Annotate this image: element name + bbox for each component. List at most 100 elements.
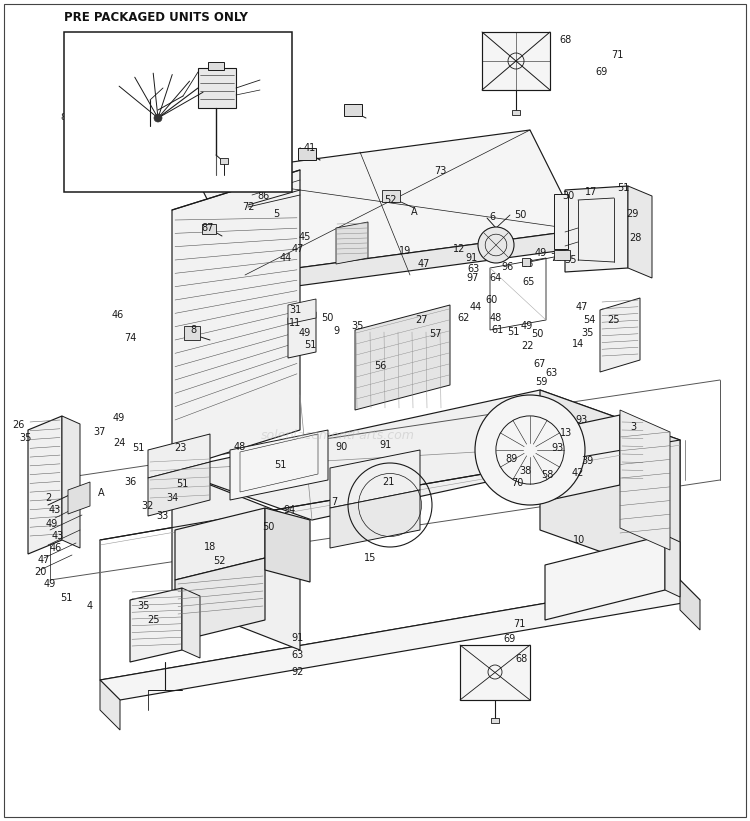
Text: 43: 43 [52, 531, 64, 541]
Text: 86: 86 [256, 191, 269, 201]
Text: 50: 50 [262, 522, 274, 532]
Text: 51: 51 [616, 183, 629, 193]
Bar [522, 258, 530, 266]
Polygon shape [175, 508, 265, 580]
Text: 22: 22 [522, 341, 534, 351]
Text: 57: 57 [429, 329, 441, 339]
Polygon shape [62, 416, 80, 548]
Text: 26: 26 [12, 420, 24, 430]
Polygon shape [182, 588, 200, 658]
Text: 49: 49 [535, 248, 547, 258]
Text: 55: 55 [564, 255, 576, 265]
Text: 28: 28 [628, 233, 641, 243]
Text: 94: 94 [284, 505, 296, 515]
Text: 60: 60 [484, 295, 497, 305]
Text: 43: 43 [49, 505, 62, 515]
Polygon shape [100, 680, 120, 730]
Text: 72: 72 [242, 202, 254, 212]
Polygon shape [175, 558, 265, 642]
Text: 14: 14 [572, 339, 584, 349]
Text: 69: 69 [503, 634, 515, 644]
Text: 5: 5 [273, 209, 279, 219]
Text: 9: 9 [333, 326, 339, 336]
Text: 42: 42 [572, 468, 584, 478]
Circle shape [478, 227, 514, 263]
Text: 15: 15 [364, 553, 376, 563]
Text: 58: 58 [541, 470, 554, 480]
Polygon shape [330, 450, 420, 508]
Polygon shape [172, 390, 680, 520]
Text: 82: 82 [251, 66, 263, 75]
Text: 63: 63 [468, 264, 480, 274]
Polygon shape [540, 390, 680, 580]
Text: 7: 7 [331, 497, 338, 507]
Text: 47: 47 [576, 302, 588, 312]
Text: 49: 49 [44, 579, 56, 589]
Polygon shape [148, 434, 210, 478]
Text: 80: 80 [134, 149, 146, 158]
Bar [382, 190, 400, 202]
Bar [554, 194, 568, 249]
Text: 96: 96 [501, 262, 513, 272]
Text: 51: 51 [176, 479, 188, 489]
Bar [512, 110, 520, 115]
Polygon shape [245, 230, 580, 293]
Text: 47: 47 [418, 259, 430, 269]
Text: 91: 91 [292, 633, 304, 643]
Polygon shape [482, 32, 550, 90]
Text: 2: 2 [45, 493, 51, 503]
Text: 93: 93 [550, 443, 563, 453]
Text: 35: 35 [582, 328, 594, 338]
Text: 97: 97 [466, 273, 479, 283]
Text: 18: 18 [204, 542, 216, 552]
Text: 72: 72 [247, 175, 259, 185]
Text: 46: 46 [112, 310, 125, 320]
Polygon shape [148, 462, 210, 516]
Polygon shape [330, 490, 420, 548]
Text: 69: 69 [595, 67, 608, 77]
Text: 91: 91 [466, 253, 478, 263]
Bar [491, 718, 499, 723]
Polygon shape [620, 415, 645, 495]
Text: 51: 51 [304, 340, 316, 350]
Text: 80: 80 [69, 82, 81, 91]
Text: 35: 35 [138, 601, 150, 611]
Text: 49: 49 [298, 328, 311, 338]
Polygon shape [336, 222, 368, 264]
Text: 49: 49 [112, 413, 125, 423]
Text: 59: 59 [535, 377, 548, 387]
Text: 27: 27 [415, 315, 428, 325]
Text: 44: 44 [470, 302, 482, 312]
Polygon shape [265, 508, 310, 582]
Polygon shape [600, 298, 640, 372]
Bar [344, 104, 362, 116]
Polygon shape [550, 415, 620, 500]
Polygon shape [565, 186, 628, 272]
Polygon shape [288, 299, 316, 324]
Polygon shape [680, 580, 700, 630]
Polygon shape [195, 130, 580, 275]
Text: 12: 12 [453, 244, 465, 254]
Text: 24: 24 [112, 438, 125, 448]
Polygon shape [172, 470, 300, 650]
Text: 33: 33 [156, 511, 168, 521]
Text: 63: 63 [546, 368, 558, 378]
Text: 29: 29 [626, 209, 638, 219]
Text: 76: 76 [216, 48, 228, 57]
Text: 19: 19 [399, 246, 411, 256]
Text: 78: 78 [164, 116, 176, 125]
Text: 51: 51 [507, 327, 519, 337]
Bar [198, 68, 236, 108]
Text: 85: 85 [151, 62, 163, 71]
Text: 17: 17 [585, 187, 597, 197]
Bar [554, 250, 570, 260]
Text: 50: 50 [531, 329, 543, 339]
Text: soleplacementParts.com: soleplacementParts.com [260, 429, 415, 442]
Text: 67: 67 [534, 359, 546, 369]
Text: 84: 84 [143, 94, 155, 103]
Text: 44: 44 [137, 71, 149, 80]
Text: 34: 34 [166, 493, 178, 503]
Text: 52: 52 [384, 195, 396, 205]
Text: 71: 71 [513, 619, 525, 629]
Polygon shape [28, 416, 62, 554]
